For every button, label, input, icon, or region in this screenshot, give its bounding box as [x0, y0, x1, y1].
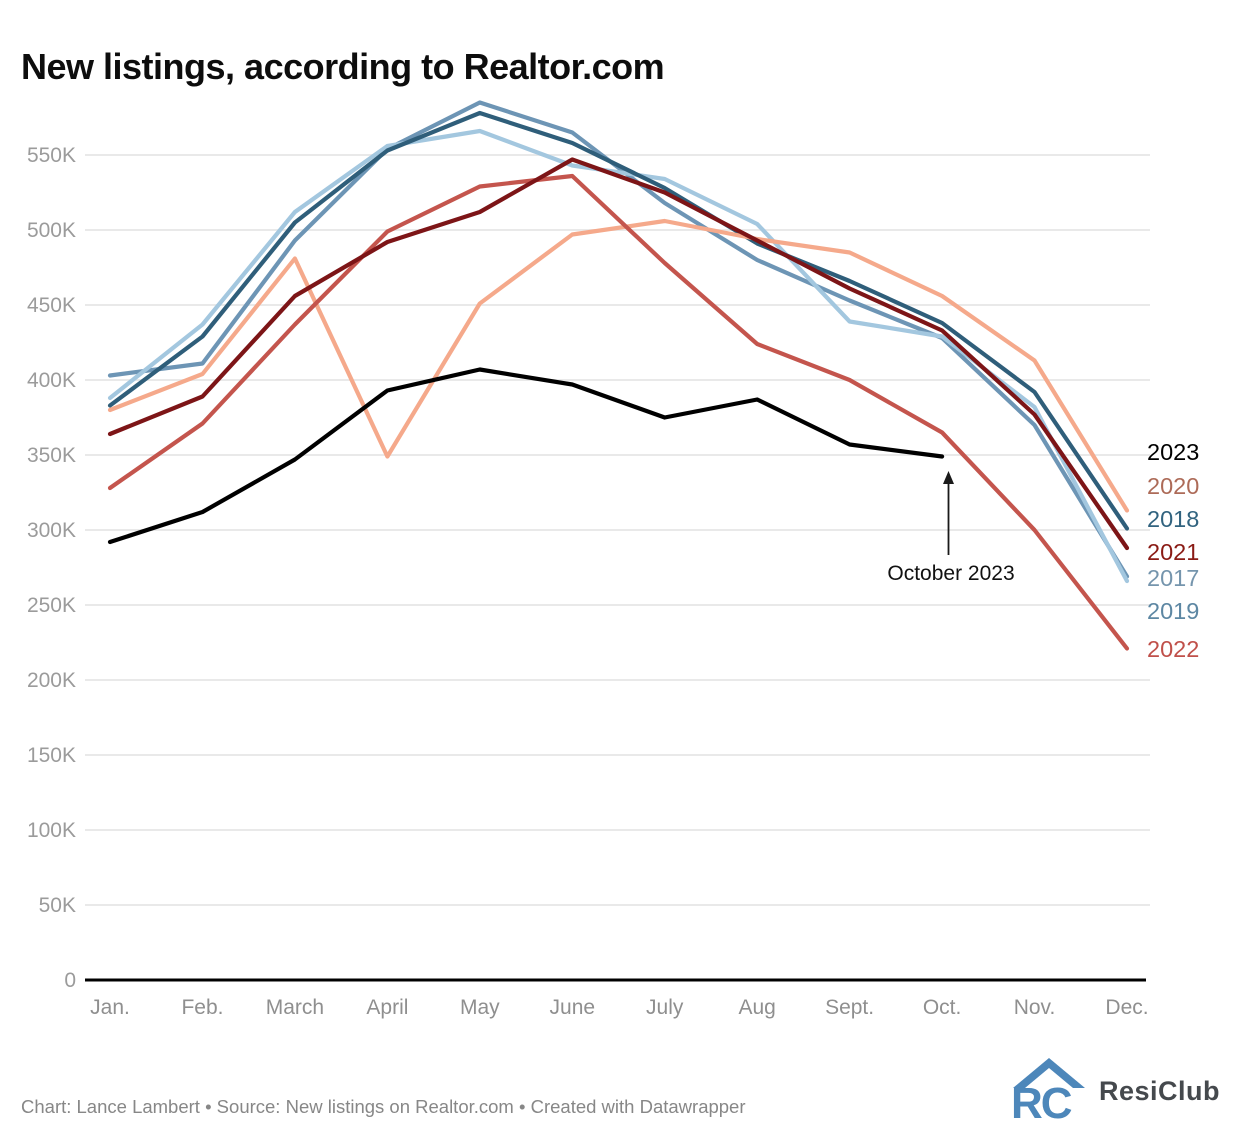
series-line-2023 — [107, 367, 945, 545]
series-line-2018 — [107, 110, 1130, 531]
y-tick-label: 200K — [27, 669, 76, 692]
x-tick-label: Feb. — [181, 996, 223, 1019]
x-tick-label: Aug — [739, 996, 776, 1019]
y-tick-label: 450K — [27, 294, 76, 317]
chart-credit-line: Chart: Lance Lambert • Source: New listi… — [21, 1096, 746, 1117]
x-tick-label: March — [266, 996, 324, 1019]
y-tick-label: 400K — [27, 369, 76, 392]
y-tick-label: 150K — [27, 744, 76, 767]
house-roof-icon — [1013, 1058, 1085, 1088]
y-tick-label: 500K — [27, 219, 76, 242]
series-line-2021 — [107, 157, 1130, 551]
legend-label-2020: 2020 — [1147, 473, 1200, 499]
legend-label-2019: 2019 — [1147, 598, 1200, 624]
y-tick-label: 350K — [27, 444, 76, 467]
x-tick-label: Oct. — [923, 996, 962, 1019]
y-tick-label: 50K — [39, 894, 76, 917]
y-tick-label: 250K — [27, 594, 76, 617]
y-tick-label: 550K — [27, 144, 76, 167]
resiclub-monogram-icon: RC — [1013, 1058, 1085, 1120]
series-line-2022 — [107, 173, 1130, 651]
x-tick-label: Jan. — [90, 996, 130, 1019]
legend-label-2023: 2023 — [1147, 439, 1200, 465]
x-tick-label: July — [646, 996, 684, 1019]
series-line-2020 — [107, 218, 1130, 513]
y-tick-label: 0 — [64, 969, 76, 992]
y-tick-label: 300K — [27, 519, 76, 542]
x-tick-label: Sept. — [825, 996, 874, 1019]
resiclub-logo: RC ResiClub — [1013, 1058, 1220, 1120]
legend-label-2018: 2018 — [1147, 506, 1200, 532]
resiclub-wordmark: ResiClub — [1099, 1076, 1221, 1106]
x-tick-label: May — [460, 996, 500, 1019]
legend-label-2021: 2021 — [1147, 539, 1200, 565]
x-tick-label: June — [550, 996, 596, 1019]
x-tick-label: Nov. — [1014, 996, 1056, 1019]
legend-label-2022: 2022 — [1147, 636, 1200, 662]
annotation-arrow-head-icon — [943, 471, 954, 484]
monogram-letters: RC — [1013, 1079, 1072, 1120]
chart-title: New listings, according to Realtor.com — [21, 46, 665, 88]
x-tick-label: Dec. — [1105, 996, 1148, 1019]
y-tick-label: 100K — [27, 819, 76, 842]
annotation-october-2023: October 2023 — [887, 562, 1015, 585]
x-tick-label: April — [366, 996, 408, 1019]
series-line-2019 — [107, 128, 1130, 584]
legend-label-2017: 2017 — [1147, 565, 1200, 591]
